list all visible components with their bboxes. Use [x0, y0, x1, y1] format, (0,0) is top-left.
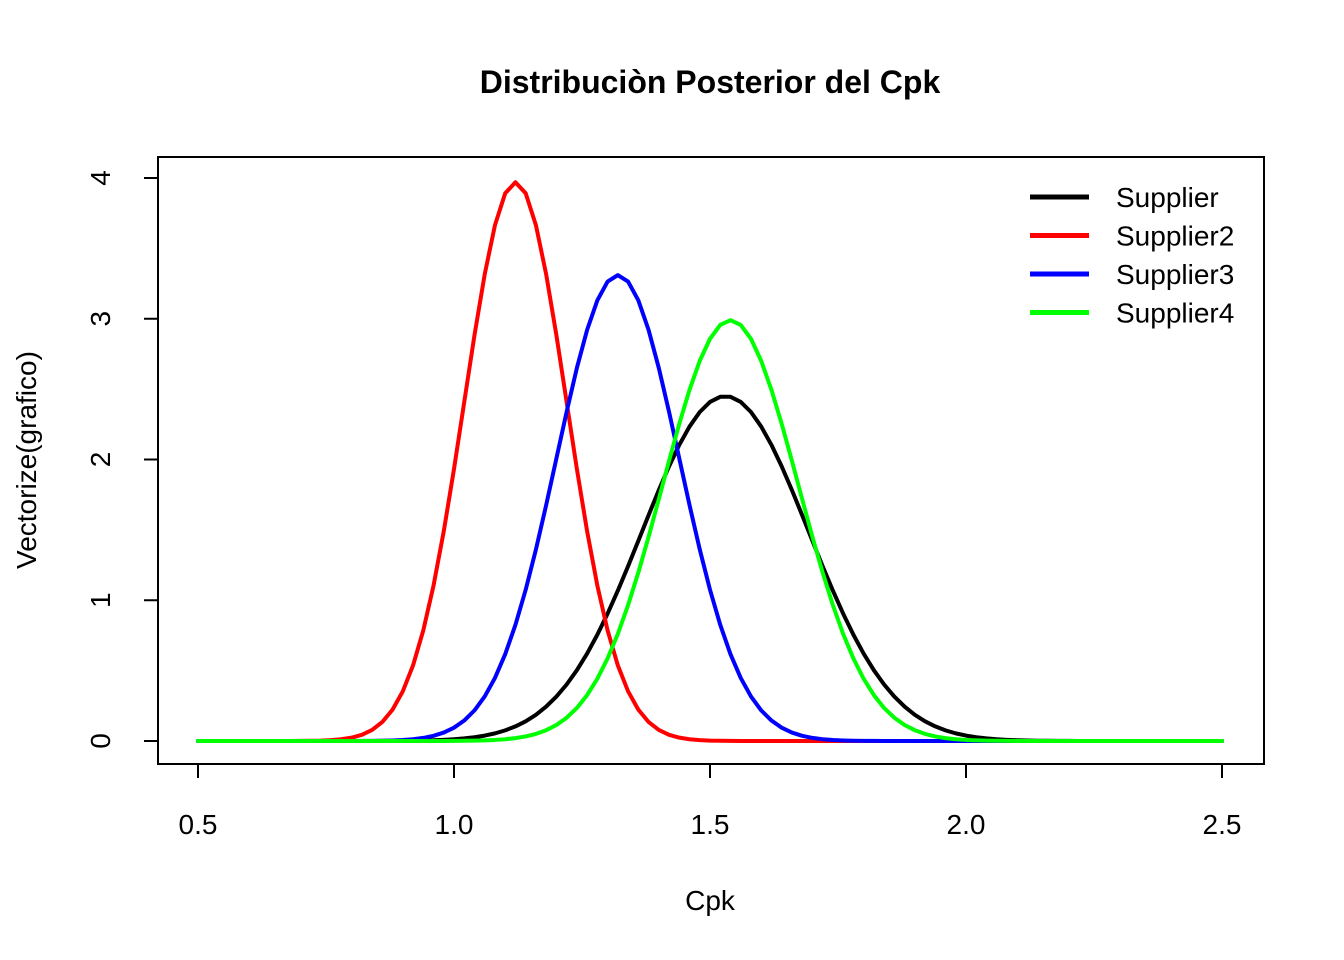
y-tick-label: 3 — [85, 311, 116, 327]
x-tick-label: 1.0 — [435, 809, 474, 840]
series-line-3 — [196, 273, 1224, 743]
plot-frame — [157, 156, 1265, 765]
y-tick-label: 2 — [85, 452, 116, 468]
series-line-2 — [196, 180, 1224, 743]
legend-label: Supplier2 — [1116, 221, 1234, 252]
legend-label: Supplier4 — [1116, 298, 1234, 329]
y-tick-label: 1 — [85, 592, 116, 608]
chart-title: Distribuciòn Posterior del Cpk — [480, 64, 941, 100]
x-axis-label: Cpk — [685, 885, 736, 916]
x-tick-label: 1.5 — [691, 809, 730, 840]
y-tick-label: 4 — [85, 170, 116, 186]
series-line-4 — [196, 318, 1224, 743]
y-tick-label: 0 — [85, 733, 116, 749]
series-line-1 — [196, 394, 1224, 743]
y-axis: 0 1 2 3 4 — [85, 170, 159, 749]
x-tick-label: 2.0 — [947, 809, 986, 840]
x-tick-label: 2.5 — [1203, 809, 1242, 840]
x-tick-label: 0.5 — [179, 809, 218, 840]
y-axis-label: Vectorize(grafico) — [11, 351, 42, 569]
legend: Supplier Supplier2 Supplier3 Supplier4 — [1030, 182, 1234, 329]
legend-label: Supplier3 — [1116, 259, 1234, 290]
legend-label: Supplier — [1116, 182, 1219, 213]
x-axis: 0.5 1.0 1.5 2.0 2.5 — [179, 763, 1242, 840]
series-layer — [196, 180, 1224, 743]
